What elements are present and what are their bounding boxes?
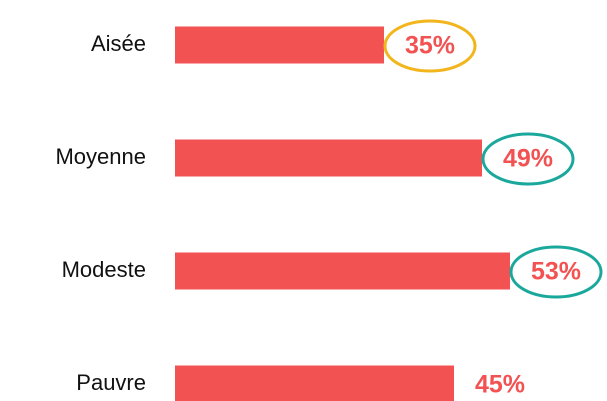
highlight-ellipse (383, 19, 477, 73)
bar (175, 365, 454, 401)
bar (175, 252, 510, 290)
category-label: Aisée (91, 31, 146, 56)
category-label: Moyenne (55, 144, 146, 169)
bar (175, 26, 384, 64)
category-label: Modeste (62, 257, 146, 282)
value-label: 35% (405, 32, 455, 60)
value-label: 49% (503, 145, 553, 173)
bar (175, 139, 482, 177)
value-label: 45% (475, 371, 525, 399)
value-label: 53% (531, 258, 581, 286)
highlight-ellipse (481, 132, 575, 186)
highlight-ellipse (509, 245, 603, 299)
category-label: Pauvre (76, 370, 146, 395)
